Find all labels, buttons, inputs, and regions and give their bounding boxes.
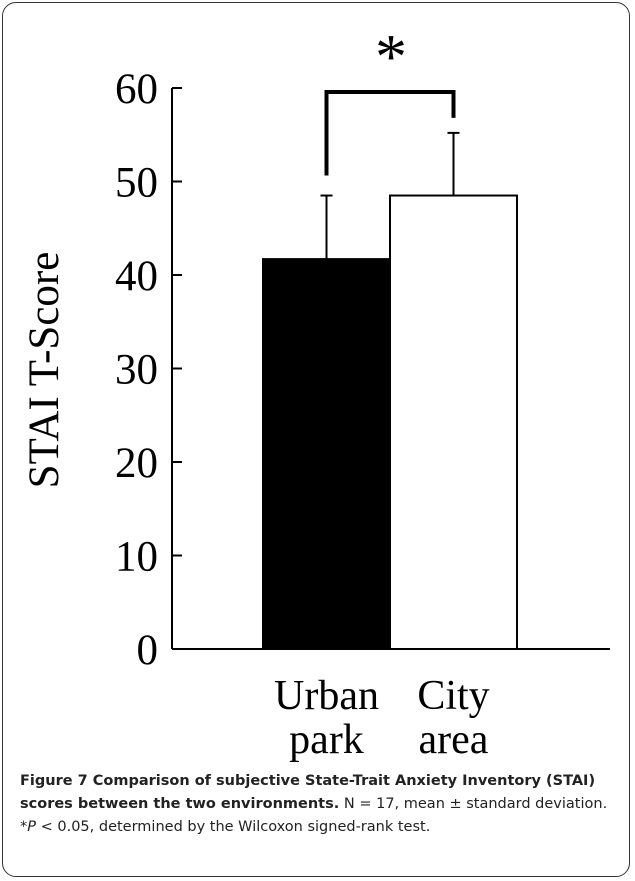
caption-text: < 0.05, determined by the Wilcoxon signe… bbox=[36, 819, 431, 835]
caption-text: N = 17, mean ± standard deviation. * bbox=[20, 796, 608, 835]
bar bbox=[389, 194, 518, 650]
x-tick-label: Urban park bbox=[274, 673, 379, 763]
figure-caption: Figure 7 Comparison of subjective State-… bbox=[20, 770, 615, 839]
y-tick-label: 10 bbox=[115, 534, 158, 581]
x-tick-label: City area bbox=[417, 673, 490, 763]
y-axis-label: STAI T-Score bbox=[21, 252, 68, 489]
y-tick-label: 50 bbox=[115, 160, 158, 207]
y-tick-label: 20 bbox=[115, 440, 158, 487]
y-tick-label: 0 bbox=[137, 627, 159, 674]
significance-bracket bbox=[324, 90, 456, 176]
chart: STAI T-Score * 0 10 20 30 40 50 60 bbox=[21, 21, 610, 674]
y-tick-label: 30 bbox=[115, 347, 158, 394]
y-tick-label: 40 bbox=[115, 253, 158, 300]
caption-title: Figure 7 Comparison of subjective State-… bbox=[20, 773, 596, 812]
y-tick-label: 60 bbox=[115, 66, 158, 113]
caption-italic: P bbox=[27, 819, 36, 835]
bar bbox=[262, 258, 391, 650]
significance-annotation: * bbox=[375, 21, 407, 92]
